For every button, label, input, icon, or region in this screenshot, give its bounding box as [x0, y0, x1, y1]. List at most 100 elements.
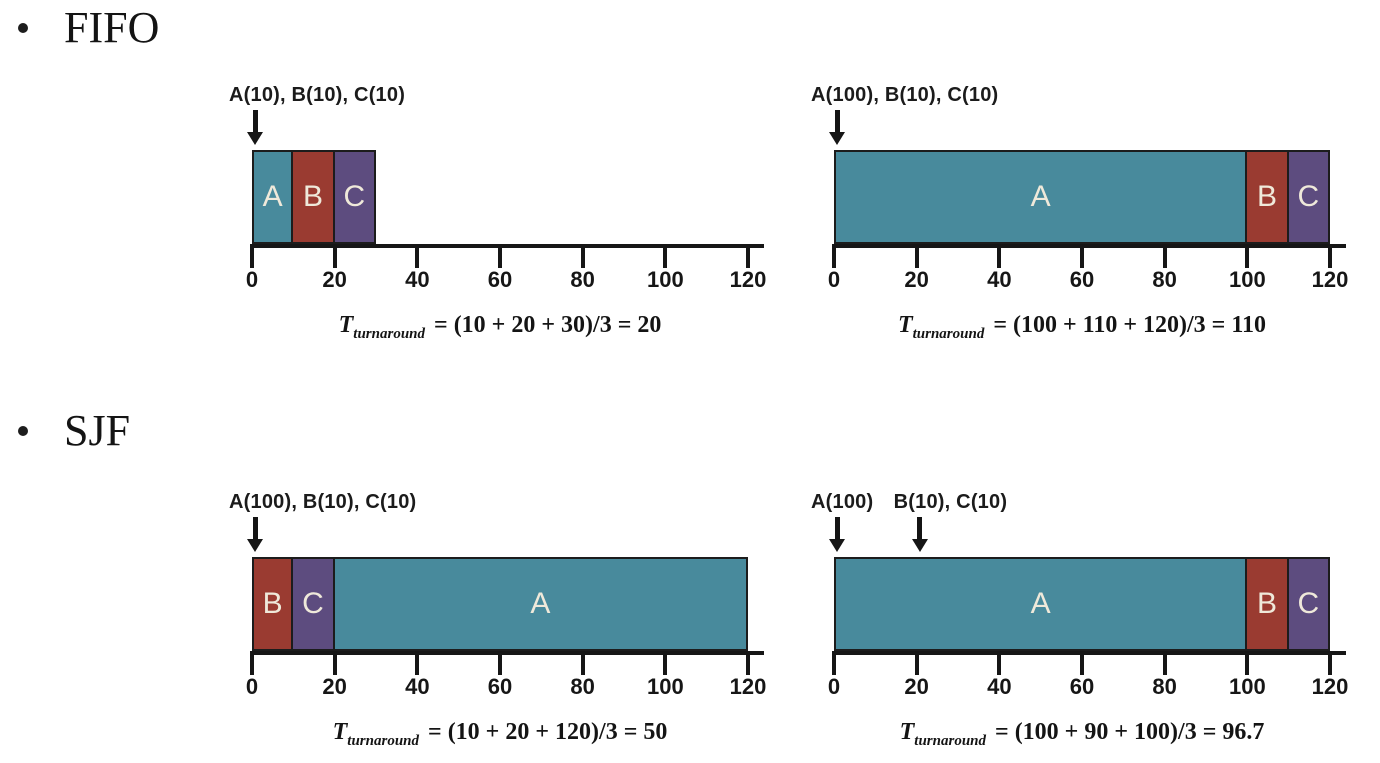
arrival-arrow-head-icon — [247, 539, 263, 552]
axis-tick — [250, 244, 254, 268]
chart-sjf-all-arrive-zero: 0 20 40 60 80 100 120 B C A A(100), B(10), C(10) Tt… — [212, 491, 798, 763]
axis-tick — [498, 244, 502, 268]
tick-label: 40 — [987, 674, 1012, 699]
formula-variable: T — [897, 312, 913, 338]
axis-tick — [1328, 244, 1332, 268]
arrival-label: A(10), B(10), C(10) — [229, 84, 406, 106]
tick-label: 0 — [827, 267, 841, 292]
axis-tick — [415, 651, 420, 675]
axis-tick — [746, 651, 750, 675]
job-bar-a: A — [252, 150, 294, 244]
axis-tick — [332, 651, 337, 675]
chart-fifo-long-job-first: 0 20 40 60 80 100 120 A B C A(100), B(10), C(10) Tt… — [794, 84, 1380, 356]
axis-tick — [1080, 244, 1084, 268]
formula-variable: T — [899, 719, 915, 745]
chart-sjf-late-arrivals: 0 20 40 60 80 100 120 A B C A(100) B(10), C(10) Ttur… — [794, 491, 1380, 763]
job-bar-c: C — [332, 150, 376, 244]
formula-subscript: turnaround — [347, 732, 420, 749]
tick-label: 0 — [245, 267, 259, 292]
arrival-arrow-icon — [917, 517, 923, 539]
turnaround-formula: Tturnaround = (100 + 110 + 120)/3 = 110 — [774, 312, 1380, 342]
axis-tick — [580, 651, 585, 675]
axis-tick — [1162, 651, 1167, 675]
turnaround-formula: Tturnaround = (10 + 20 + 120)/3 = 50 — [192, 719, 808, 749]
arrival-arrow-icon — [834, 517, 840, 539]
arrival-label: A(100) — [811, 491, 874, 513]
tick-label: 100 — [646, 674, 684, 699]
formula-expression: = (10 + 20 + 30)/3 = 20 — [434, 312, 662, 338]
turnaround-formula: Tturnaround = (100 + 90 + 100)/3 = 96.7 — [774, 719, 1380, 748]
tick-label: 80 — [570, 674, 595, 699]
formula-subscript: turnaround — [353, 325, 426, 342]
tick-label: 0 — [245, 674, 259, 699]
axis-tick — [663, 651, 668, 675]
job-bar-b: B — [1245, 557, 1289, 651]
job-bar-b: B — [291, 150, 335, 244]
bullet-icon — [18, 426, 28, 436]
time-axis-line — [832, 651, 1346, 655]
tick-label: 80 — [1152, 267, 1177, 292]
formula-variable: T — [332, 719, 348, 745]
tick-label: 120 — [1311, 267, 1349, 292]
chart-fifo-equal-jobs: 0 20 40 60 80 100 120 A B C A(10), B(10), C(10) Ttu… — [212, 84, 798, 356]
arrival-arrow-icon — [252, 110, 258, 132]
bullet-icon — [18, 23, 28, 33]
turnaround-formula: Tturnaround = (10 + 20 + 30)/3 = 20 — [192, 312, 808, 342]
time-axis-line — [250, 244, 764, 248]
job-bar-a: A — [332, 557, 748, 651]
time-axis-line — [832, 244, 1346, 248]
axis-tick — [832, 651, 836, 675]
tick-label: 40 — [987, 267, 1012, 292]
formula-expression: = (100 + 90 + 100)/3 = 96.7 — [995, 719, 1265, 745]
tick-label: 60 — [487, 674, 513, 699]
tick-label: 60 — [487, 267, 513, 292]
job-bar-c: C — [291, 557, 335, 651]
axis-tick — [1245, 244, 1250, 268]
tick-label: 120 — [729, 674, 767, 699]
axis-tick — [1245, 651, 1250, 675]
arrival-arrow-head-icon — [911, 539, 928, 552]
tick-label: 60 — [1069, 267, 1095, 292]
formula-expression: = (10 + 20 + 120)/3 = 50 — [428, 719, 668, 745]
axis-tick — [914, 651, 919, 675]
axis-tick — [914, 244, 919, 268]
tick-label: 120 — [729, 267, 767, 292]
tick-label: 60 — [1069, 674, 1095, 699]
tick-label: 20 — [322, 267, 347, 292]
axis-tick — [580, 244, 585, 268]
formula-expression: = (100 + 110 + 120)/3 = 110 — [993, 312, 1267, 338]
tick-label: 100 — [1228, 267, 1266, 292]
tick-label: 0 — [827, 674, 841, 699]
arrival-arrow-icon — [834, 110, 840, 132]
arrival-arrow-head-icon — [829, 539, 845, 552]
axis-tick — [997, 244, 1002, 268]
tick-label: 20 — [904, 674, 929, 699]
axis-tick — [1162, 244, 1167, 268]
section-title-sjf: SJF — [64, 406, 131, 455]
tick-label: 100 — [646, 267, 684, 292]
section-title-fifo: FIFO — [64, 3, 160, 52]
job-bar-c: C — [1286, 150, 1330, 244]
axis-tick — [997, 651, 1002, 675]
tick-label: 20 — [904, 267, 929, 292]
tick-label: 40 — [405, 267, 430, 292]
arrival-label: A(100), B(10), C(10) — [229, 491, 417, 513]
tick-label: 40 — [405, 674, 430, 699]
job-bar-a: A — [834, 150, 1248, 244]
axis-tick — [250, 651, 254, 675]
arrival-arrow-head-icon — [829, 132, 845, 145]
tick-label: 20 — [322, 674, 347, 699]
formula-subscript: turnaround — [912, 325, 985, 342]
job-bar-c: C — [1286, 557, 1330, 651]
arrival-label: A(100), B(10), C(10) — [811, 84, 999, 106]
axis-tick — [1080, 651, 1084, 675]
tick-label: 80 — [1152, 674, 1177, 699]
arrival-arrow-icon — [252, 517, 258, 539]
tick-label: 100 — [1228, 674, 1266, 699]
job-bar-b: B — [252, 557, 294, 651]
axis-tick — [415, 244, 420, 268]
axis-tick — [1328, 651, 1332, 675]
axis-tick — [832, 244, 836, 268]
tick-label: 120 — [1311, 674, 1349, 699]
